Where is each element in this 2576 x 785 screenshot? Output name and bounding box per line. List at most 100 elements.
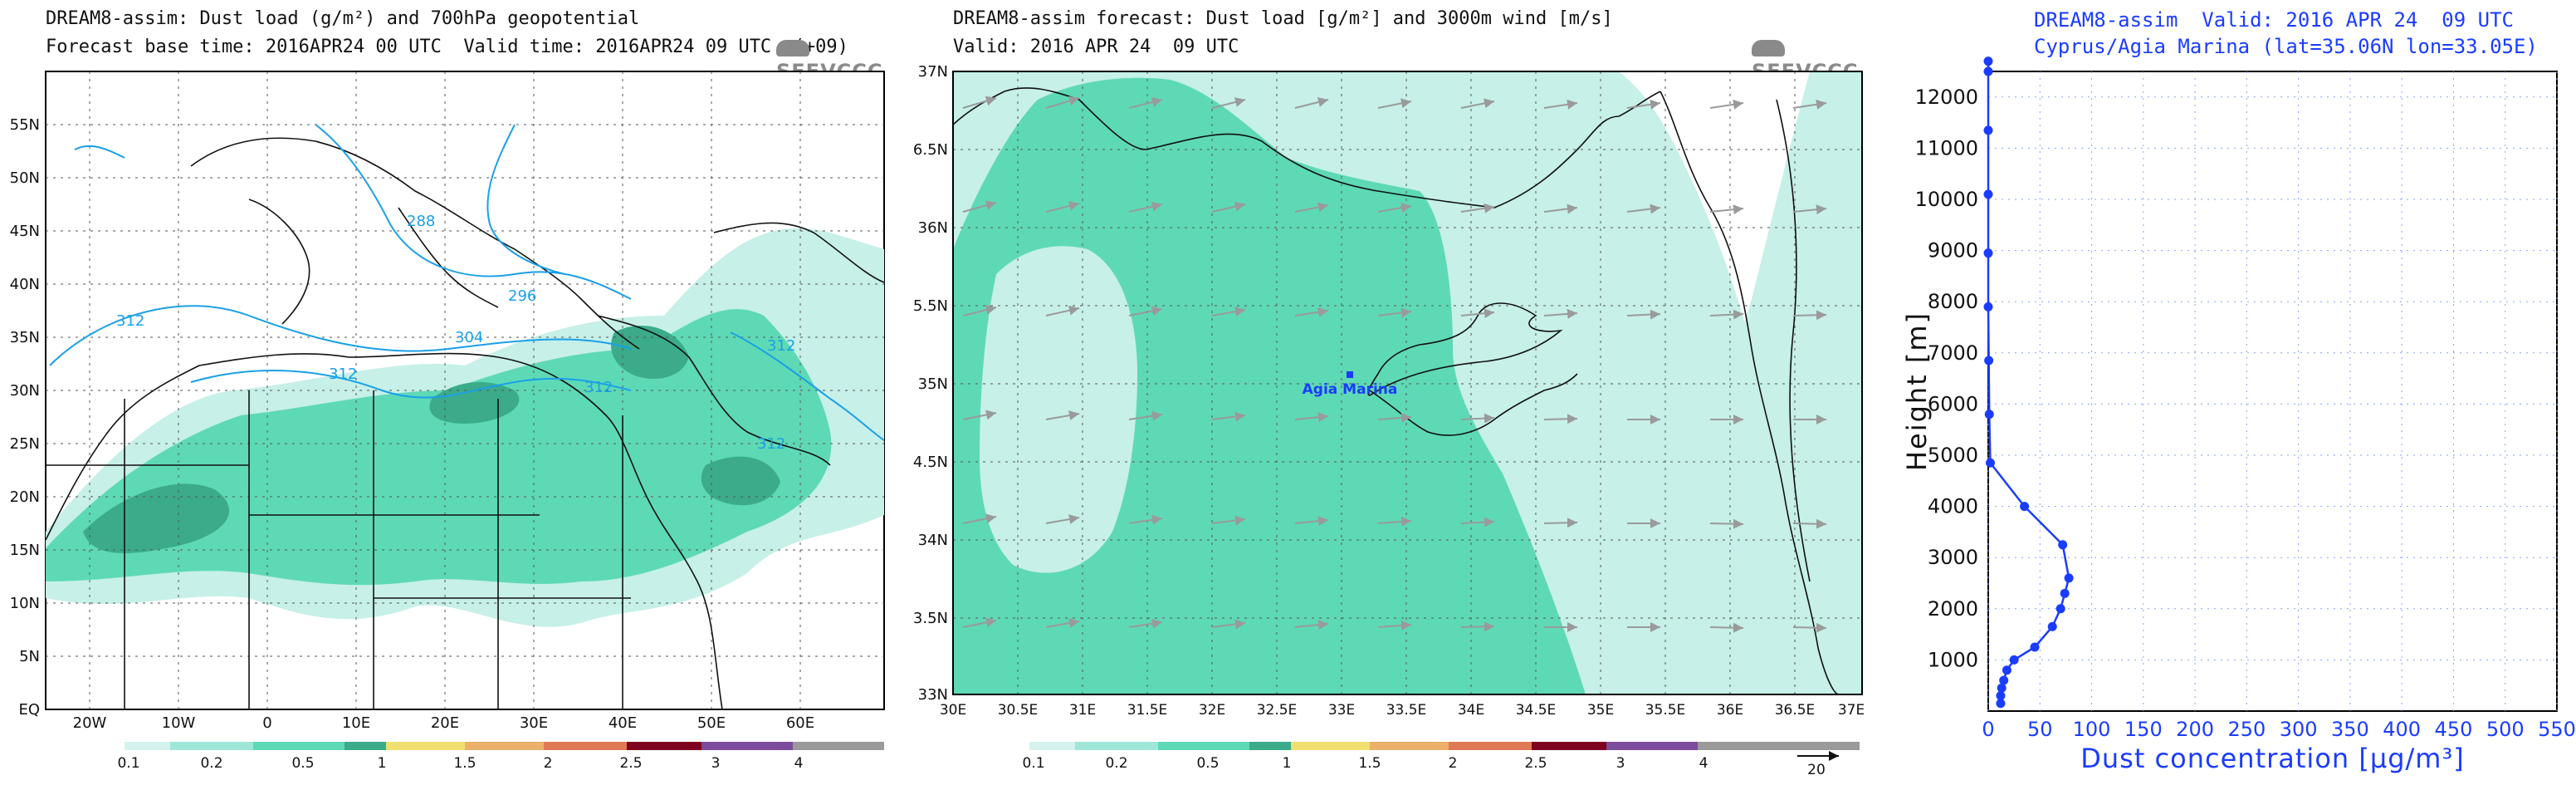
lat-label: 5N: [19, 648, 40, 665]
profile-subtitle: Cyprus/Agia Marina (lat=35.06N lon=33.05…: [2034, 35, 2538, 58]
lon-label: 35.5E: [1645, 702, 1686, 719]
left-map-title: DREAM8-assim: Dust load (g/m²) and 700hP…: [46, 8, 640, 29]
colorbar-label: 3: [1616, 755, 1625, 772]
left-map-contour-labels: 288 296 304 312 312 312 312 312: [116, 213, 795, 453]
mid-map-lon-labels: 30E 30.5E 31E 31.5E 32E 32.5E 33E 33.5E …: [940, 702, 1865, 719]
contour-label: 296: [508, 287, 536, 305]
lat-label: 10N: [10, 595, 40, 612]
dust-band-high-4: [701, 456, 780, 506]
lat-label: 36N: [918, 219, 948, 237]
y-tick-label: 9000: [1928, 239, 1978, 262]
contour-label: 304: [455, 329, 483, 346]
lon-label: 0: [262, 714, 271, 732]
lon-label: 36E: [1717, 702, 1743, 719]
y-tick-label: 12000: [1915, 86, 1978, 109]
lat-label: 33N: [918, 686, 948, 704]
panel-dust-profile: DREAM8-assim Valid: 2016 APR 24 09 UTC C…: [1901, 0, 2576, 785]
lat-label: 33.5N: [913, 610, 948, 627]
contour-label: 312: [116, 312, 144, 330]
lon-label: 30E: [940, 702, 966, 719]
y-tick-label: 11000: [1915, 136, 1978, 159]
lon-label: 30E: [520, 714, 548, 732]
profile-frame: [1987, 71, 2558, 712]
profile-data-point: [1983, 248, 1993, 258]
colorbar-label: 0.2: [1105, 755, 1127, 772]
cloud-logo-icon: [776, 40, 809, 56]
lat-label: 35N: [10, 329, 40, 346]
left-map-lat-labels: 55N 50N 45N 40N 35N 30N 25N 20N 15N 10N …: [10, 116, 40, 719]
contour-label: 288: [407, 213, 435, 230]
lat-label: 40N: [10, 276, 40, 293]
colorbar-label: 4: [794, 755, 804, 772]
profile-data-point: [2064, 573, 2074, 583]
x-tick-label: 200: [2176, 718, 2214, 741]
contour-label: 312: [329, 366, 357, 383]
lon-label: 37E: [1838, 702, 1865, 719]
y-tick-label: 7000: [1928, 341, 1978, 365]
y-tick-label: 8000: [1928, 290, 1978, 313]
lat-label: 55N: [10, 116, 40, 134]
mid-map-grid: [953, 71, 1862, 694]
lat-label: 34N: [918, 532, 948, 549]
lon-label: 31E: [1069, 702, 1096, 719]
profile-data-point: [2055, 604, 2065, 614]
left-colorbar-labels: 0.1 0.2 0.5 1 1.5 2 2.5 3 4: [117, 755, 803, 772]
dust-band-high-3: [611, 325, 689, 379]
profile-data-point: [1984, 356, 1994, 366]
x-axis-label: Dust concentration [μg/m³]: [2080, 743, 2465, 774]
x-tick-label: 400: [2383, 718, 2421, 741]
left-map-geopotential: [49, 124, 884, 441]
colorbar-label: 0.5: [291, 755, 314, 772]
lon-label: 31.5E: [1127, 702, 1168, 719]
dust-band-mid: [46, 309, 832, 586]
lon-label: 10W: [162, 714, 196, 732]
colorbar-label: 2.5: [619, 755, 642, 772]
profile-data-point: [2020, 502, 2030, 512]
colorbar-label: 0.2: [200, 755, 222, 772]
mid-map-lat-labels: 37N 36.5N 36N 35.5N 35N 34.5N 34N 33.5N …: [913, 63, 948, 704]
colorbar-label: 3: [711, 755, 721, 772]
profile-title: DREAM8-assim Valid: 2016 APR 24 09 UTC: [2034, 8, 2514, 32]
colorbar-label: 2.5: [1524, 755, 1547, 772]
colorbar-label: 1: [378, 755, 387, 772]
wind-vectors: [962, 96, 1827, 633]
profile-data-point: [2030, 642, 2040, 652]
profile-data-point: [1996, 691, 2006, 701]
lon-label: 32.5E: [1257, 702, 1298, 719]
dust-band-low-east: [1710, 71, 1862, 694]
mid-map-frame: [952, 71, 1863, 695]
profile-data-point: [1997, 683, 2007, 693]
lat-label: 45N: [10, 223, 40, 240]
profile-data-point: [2058, 540, 2068, 550]
profile-data-point: [1984, 410, 1994, 419]
lat-label: 30N: [10, 382, 40, 400]
lat-label: 35N: [918, 375, 948, 393]
colorbar-label: 4: [1699, 755, 1708, 772]
colorbar-label: 0.1: [117, 755, 139, 772]
x-tick-label: 250: [2227, 718, 2266, 741]
colorbar-label: 1: [1283, 755, 1292, 772]
mid-map-title: DREAM8-assim forecast: Dust load [g/m²] …: [953, 8, 1613, 29]
contour-label: 312: [584, 379, 613, 396]
lat-label: 34.5N: [913, 454, 948, 471]
colorbar-label: 1.5: [1358, 755, 1381, 772]
dust-band-low-west: [980, 246, 1137, 573]
lat-label: 36.5N: [913, 141, 948, 159]
lon-label: 20E: [431, 714, 459, 732]
mid-map-svg: Agia Marina 37N 36.5N 36N 35.5N 35N 34.5…: [913, 63, 1865, 778]
station-marker: [1347, 371, 1353, 378]
colorbar-label: 2: [544, 755, 553, 772]
y-tick-label: 6000: [1928, 392, 1978, 415]
left-colorbar: [125, 742, 884, 750]
lat-label: 37N: [918, 63, 948, 81]
mid-map-subtitle: Valid: 2016 APR 24 09 UTC: [953, 37, 1239, 57]
profile-data-point: [2060, 588, 2070, 598]
mid-colorbar: [1029, 742, 1860, 750]
lat-label: EQ: [18, 701, 40, 719]
contour-label: 312: [757, 435, 785, 453]
profile-data-point: [1983, 302, 1993, 312]
panel-dust-load-map: DREAM8-assim: Dust load (g/m²) and 700hP…: [0, 0, 905, 785]
profile-data-point: [2009, 655, 2019, 665]
left-map-grid: [46, 71, 884, 709]
profile-chart: 0 50 100 150 200 250 300 350 400 450 500 550 1000 200…: [1901, 56, 2576, 774]
